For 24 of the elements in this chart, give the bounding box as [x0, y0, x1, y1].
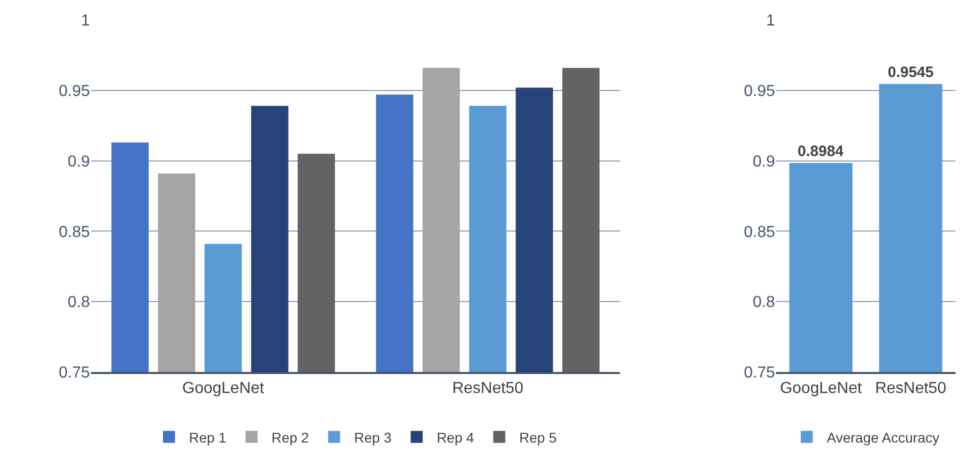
data-label: 0.9545: [888, 64, 934, 82]
y-tick-label: 0.95: [744, 83, 776, 100]
x-tick-label: ResNet50: [452, 380, 524, 397]
y-tick-label: 0.9: [752, 153, 776, 170]
x-tick-label: GoogLeNet: [182, 380, 265, 397]
y-tick-label: 0.8: [68, 294, 90, 312]
y-tick-label: 0.85: [744, 224, 776, 241]
y-tick-label: 0.85: [58, 224, 90, 241]
y-tick-label: 1: [80, 12, 90, 30]
legend-label: Rep 4: [436, 429, 474, 446]
y-tick-label: 0.75: [58, 364, 90, 382]
legend-label: Rep 1: [188, 429, 227, 446]
y-tick-label: 0.75: [744, 364, 776, 382]
x-tick-label: GoogLeNet: [780, 380, 862, 397]
legend-label: Rep 2: [272, 429, 310, 446]
x-tick-label: ResNet50: [875, 380, 946, 397]
legend-label: Rep 3: [354, 429, 392, 446]
y-tick-label: 0.95: [58, 83, 90, 100]
y-tick-label: 1: [766, 12, 776, 30]
legend-label: Average Accuracy: [826, 429, 940, 446]
legend-label: Rep 5: [519, 429, 557, 446]
data-label: 0.8984: [798, 143, 844, 160]
y-tick-label: 0.9: [68, 153, 90, 170]
y-tick-label: 0.8: [752, 294, 776, 312]
